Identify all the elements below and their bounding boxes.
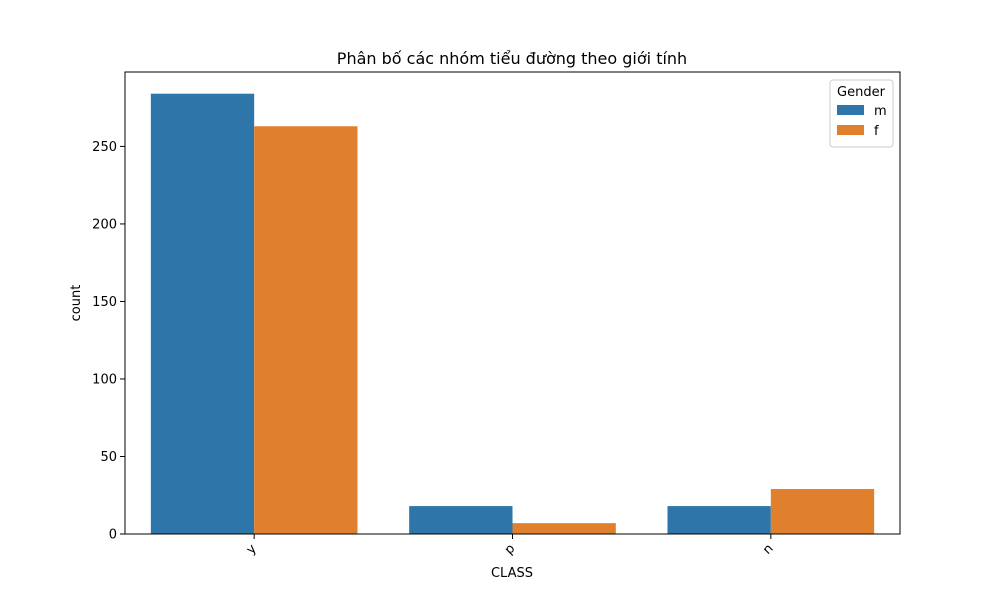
legend-label-m: m — [874, 104, 887, 119]
bar-m-n — [667, 506, 771, 534]
x-tick-label: y — [244, 541, 260, 557]
chart-title: Phân bố các nhóm tiểu đường theo giới tí… — [337, 49, 687, 68]
bar-f-n — [770, 489, 875, 534]
bar-m-p — [409, 506, 513, 534]
legend-swatch-m — [837, 105, 864, 115]
legend-swatch-f — [837, 125, 864, 135]
y-axis-title: count — [69, 285, 84, 322]
legend: Gender mf — [829, 79, 894, 148]
bar-f-y — [254, 126, 358, 534]
y-tick-label: 250 — [92, 140, 117, 155]
bar-m-y — [150, 93, 255, 534]
y-tick-label: 0 — [109, 528, 117, 543]
y-tick-label: 200 — [92, 217, 117, 232]
y-axis: 0 50 100 150 200 250 — [92, 140, 125, 543]
y-tick-label: 100 — [92, 372, 117, 387]
bars-group — [150, 93, 875, 534]
x-tick-label: p — [502, 541, 518, 557]
x-axis-title: CLASS — [491, 566, 533, 581]
y-tick-label: 150 — [92, 295, 117, 310]
y-tick-label: 50 — [100, 450, 117, 465]
x-tick-label: n — [760, 541, 776, 557]
bar-f-p — [512, 523, 616, 534]
legend-label-f: f — [874, 124, 879, 139]
legend-title: Gender — [837, 85, 886, 100]
